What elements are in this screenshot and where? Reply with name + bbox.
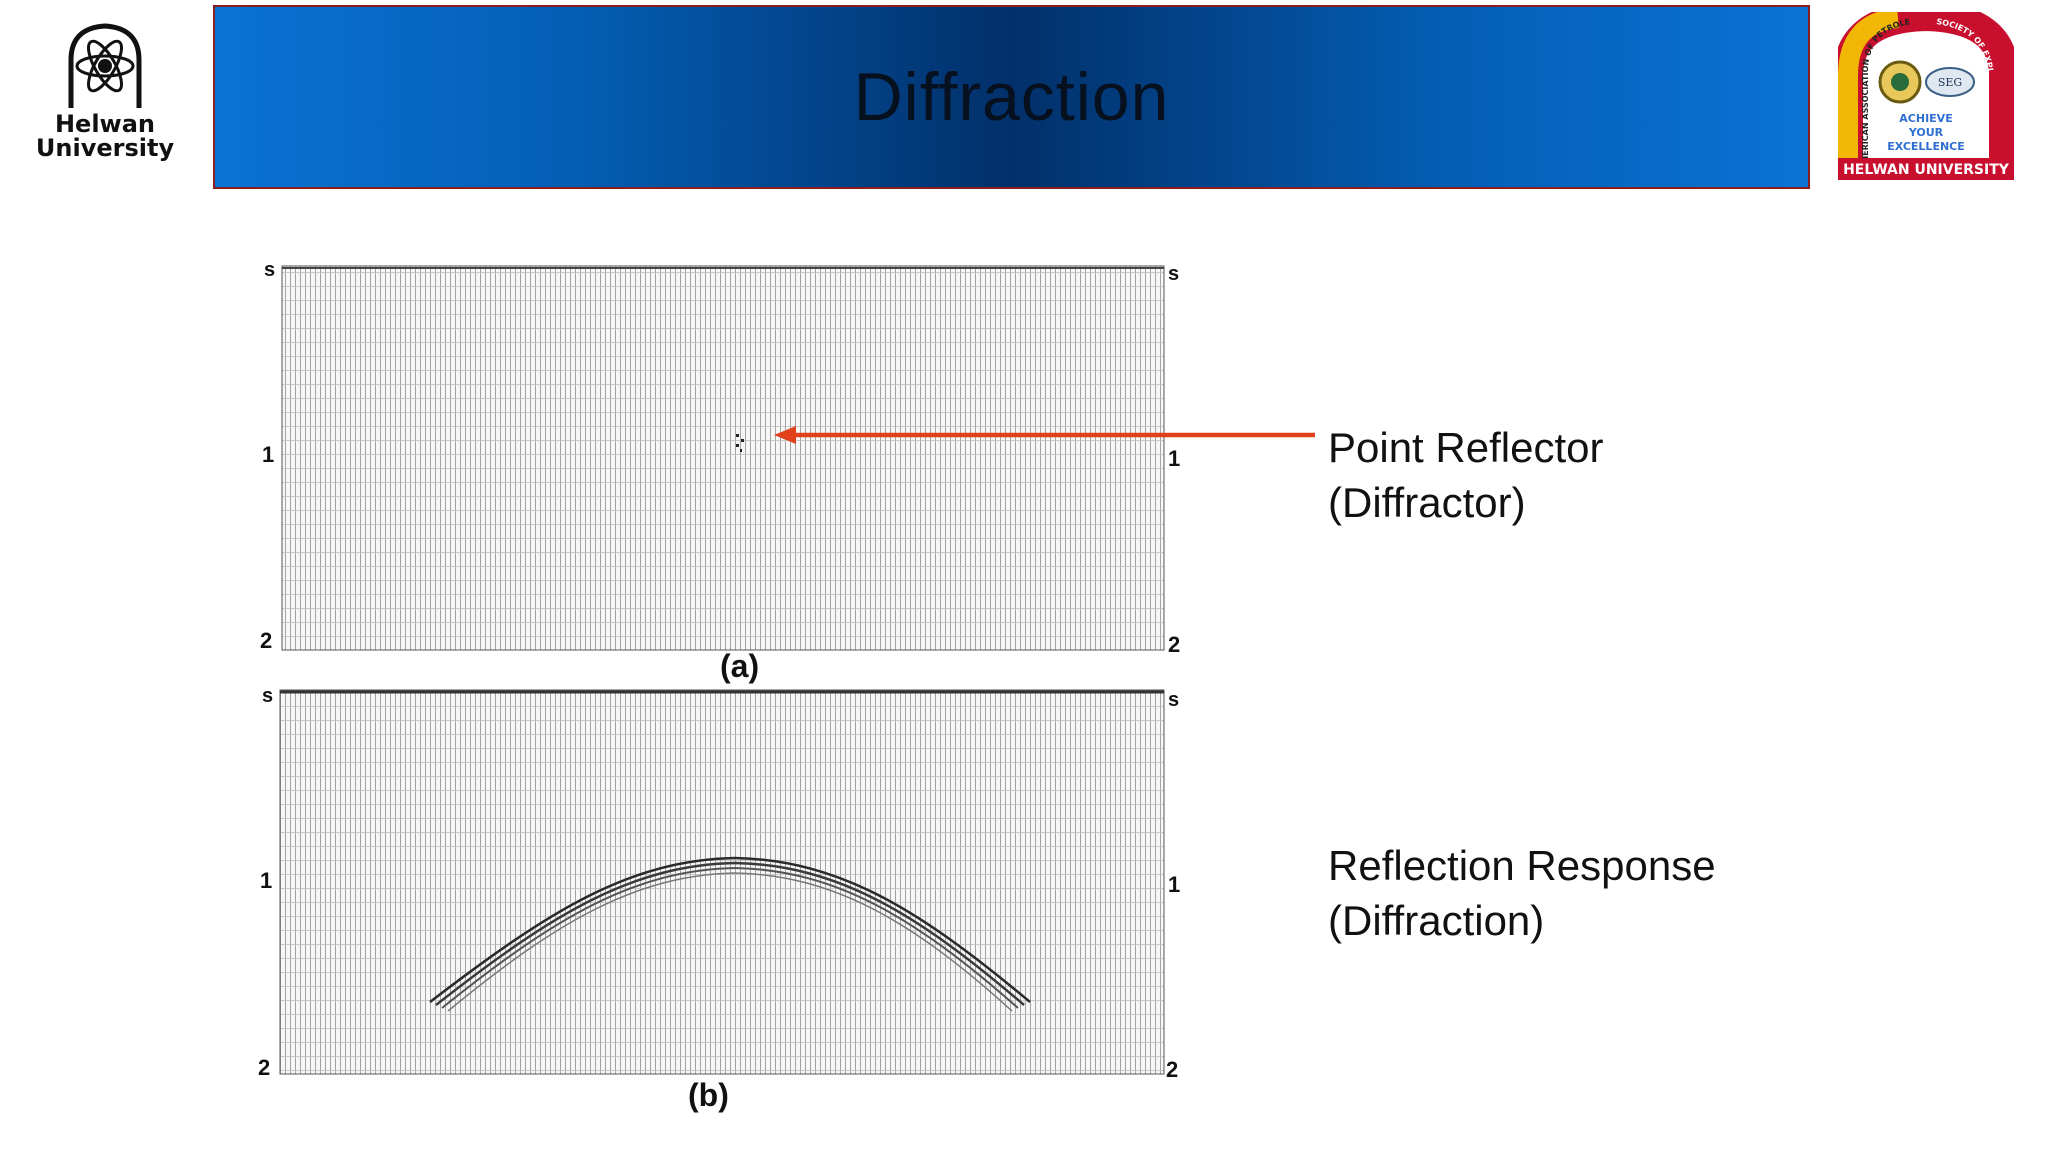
panel-a-right-tick-s: s	[1168, 263, 1179, 285]
motto-line-1: ACHIEVE	[1899, 112, 1952, 125]
atom-emblem-icon	[68, 23, 142, 108]
panel-b-left-tick-1: 1	[260, 868, 272, 893]
motto-line-3: EXCELLENCE	[1887, 140, 1965, 153]
seismic-figure: s 1 2 s 1 2 (a) s 1 2 s 1 2 (b)	[250, 230, 1230, 1120]
motto-line-2: YOUR	[1908, 126, 1944, 139]
diffractor-label: (Diffractor)	[1328, 479, 1526, 526]
panel-a-left-tick-2: 2	[260, 628, 272, 653]
panel-b: s 1 2 s 1 2 (b)	[258, 685, 1180, 1113]
logo-text-line1: Helwan	[54, 110, 156, 138]
seismic-panels: s 1 2 s 1 2 (a) s 1 2 s 1 2 (b)	[258, 259, 1180, 1113]
diffraction-hyperbola	[429, 856, 1031, 1012]
panel-b-caption: (b)	[688, 1077, 729, 1113]
reflection-response-annotation: Reflection Response (Diffraction)	[1328, 838, 1716, 948]
panel-a-right-tick-1: 1	[1168, 446, 1180, 471]
reflection-response-label: Reflection Response	[1328, 842, 1716, 889]
arrow-head-icon	[774, 426, 796, 444]
panel-a-left-tick-s: s	[264, 259, 275, 281]
point-reflector-label: Point Reflector	[1328, 424, 1604, 471]
panel-a-left-tick-1: 1	[262, 442, 274, 467]
panel-b-right-tick-1: 1	[1168, 872, 1180, 897]
point-reflector-annotation: Point Reflector (Diffractor)	[1328, 420, 1603, 530]
panel-a-trace-grid	[281, 265, 1165, 651]
reflector-arrow	[774, 426, 1315, 444]
slide-title: Diffraction	[853, 59, 1170, 135]
panel-b-left-tick-2: 2	[258, 1055, 270, 1080]
aapg-seg-logo: AMERICAN ASSOCIATION OF PETROLEUM GEOLOG…	[1838, 12, 2014, 180]
panel-b-left-tick-s: s	[262, 685, 273, 707]
panel-b-right-tick-2: 2	[1166, 1057, 1178, 1082]
panel-a-caption: (a)	[720, 648, 759, 684]
point-diffractor-mark	[736, 434, 744, 452]
seg-badge-icon	[1925, 67, 1975, 97]
logo-text-line2: University	[35, 134, 175, 162]
helwan-university-logo: Helwan University	[30, 22, 180, 172]
panel-a: s 1 2 s 1 2 (a)	[260, 259, 1180, 684]
panel-b-right-tick-s: s	[1168, 689, 1179, 711]
panel-a-right-tick-2: 2	[1168, 632, 1180, 657]
logo-banner-text: HELWAN UNIVERSITY	[1843, 162, 2010, 178]
diffraction-label: (Diffraction)	[1328, 897, 1545, 944]
panel-b-trace-grid	[279, 689, 1165, 1075]
seg-badge-text: SEG	[1938, 76, 1962, 89]
title-bar: Diffraction	[213, 5, 1810, 189]
